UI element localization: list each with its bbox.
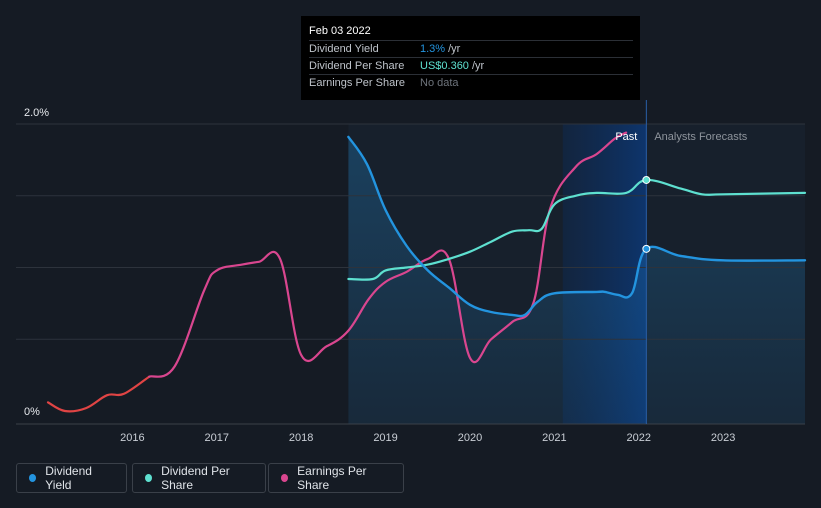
tooltip-unit: /yr <box>448 43 461 55</box>
analysts-forecasts-label: Analysts Forecasts <box>654 131 747 143</box>
x-tick-label: 2021 <box>542 432 566 444</box>
tooltip-unit: /yr <box>471 60 485 72</box>
tooltip-value: No data <box>420 77 459 89</box>
dividend-per-share-line <box>347 178 807 281</box>
yield-marker <box>642 244 651 253</box>
dividend-per-share-dot-icon <box>145 474 153 482</box>
tooltip-row-dividend-yield: Dividend Yield 1.3% /yr <box>309 40 633 57</box>
tooltip: Feb 03 2022 Dividend Yield 1.3% /yr Divi… <box>301 16 640 100</box>
tooltip-label: Dividend Per Share <box>309 60 405 72</box>
legend-earnings-per-share[interactable]: Earnings Per Share <box>268 463 404 493</box>
earnings-per-share-dot-icon <box>281 474 289 482</box>
x-tick-label: 2018 <box>289 432 313 444</box>
legend-dividend-yield[interactable]: Dividend Yield <box>16 463 127 493</box>
legend-label: Dividend Yield <box>45 464 92 492</box>
x-tick-label: 2019 <box>373 432 397 444</box>
x-tick-label: 2022 <box>627 432 651 444</box>
dividend-yield-area <box>348 136 805 424</box>
tooltip-row-earnings-per-share: Earnings Per Share No data <box>309 74 633 91</box>
tooltip-value: US$0.360 <box>420 60 469 72</box>
tooltip-label: Dividend Yield <box>309 43 379 55</box>
x-tick-label: 2016 <box>120 432 144 444</box>
dps-marker <box>642 175 651 184</box>
past-label: Past <box>615 131 637 143</box>
eps-line-low-segment <box>46 375 151 413</box>
tooltip-row-dividend-per-share: Dividend Per Share US$0.360 /yr <box>309 57 633 74</box>
tooltip-label: Earnings Per Share <box>309 77 405 89</box>
legend-label: Dividend Per Share <box>161 464 230 492</box>
tooltip-date: Feb 03 2022 <box>309 25 371 37</box>
x-tick-label: 2023 <box>711 432 735 444</box>
y-tick-label-top: 2.0% <box>24 107 49 119</box>
tooltip-value: 1.3% <box>420 43 446 55</box>
x-tick-label: 2017 <box>205 432 229 444</box>
y-tick-label-bottom: 0% <box>24 406 40 418</box>
dividend-yield-dot-icon <box>29 474 37 482</box>
legend-label: Earnings Per Share <box>297 464 367 492</box>
legend-dividend-per-share[interactable]: Dividend Per Share <box>132 463 266 493</box>
x-tick-label: 2020 <box>458 432 482 444</box>
